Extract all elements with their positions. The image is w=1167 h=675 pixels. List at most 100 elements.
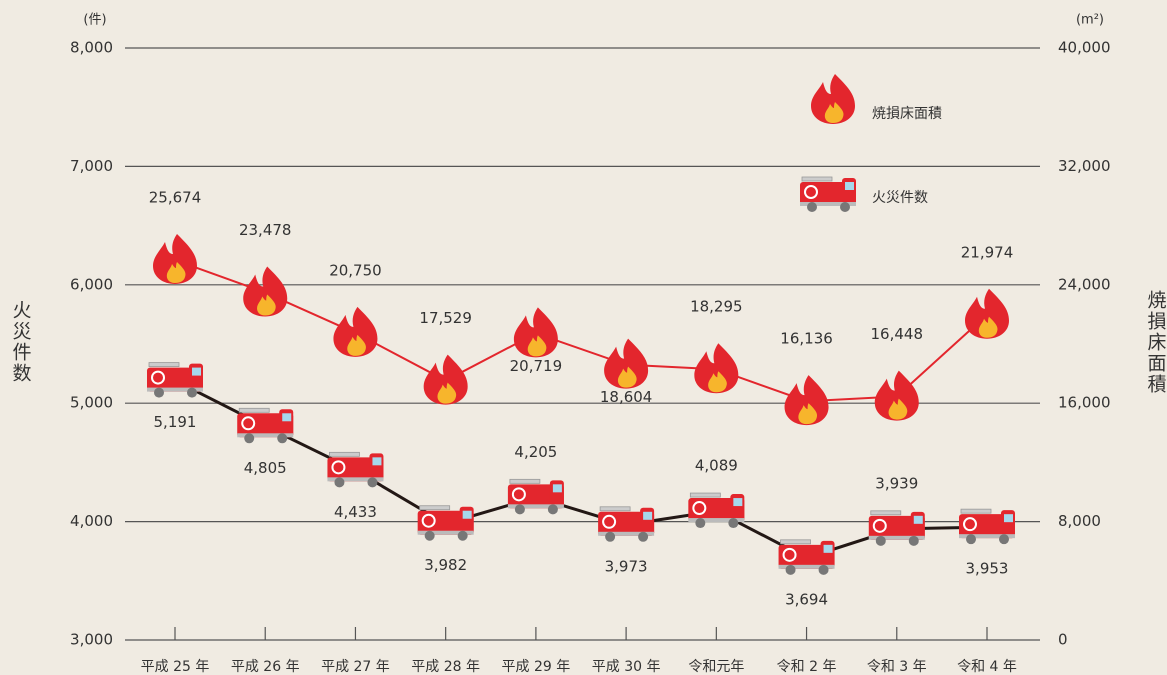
truck-hose xyxy=(511,487,526,502)
marker xyxy=(327,451,384,488)
truck-wheel xyxy=(514,504,525,515)
flame-outer xyxy=(784,375,829,426)
legend-icon xyxy=(800,176,856,212)
truck-hose xyxy=(963,517,977,532)
flame-outer xyxy=(423,354,468,405)
value-label: 3,694 xyxy=(785,590,828,608)
truck-wheel xyxy=(547,504,558,515)
truck-ladder xyxy=(509,478,541,484)
flame-inner xyxy=(798,403,818,425)
flame-outer xyxy=(811,74,855,124)
y-tick-label: 4,000 xyxy=(70,512,113,530)
truck-ladder xyxy=(780,539,811,545)
marker xyxy=(959,508,1015,545)
x-tick-label: 平成 26 年 xyxy=(231,659,300,675)
truck-window xyxy=(733,498,743,507)
truck-hose xyxy=(421,513,436,528)
marker xyxy=(513,307,558,358)
flame-outer xyxy=(243,266,288,317)
value-label: 20,719 xyxy=(510,357,563,375)
marker xyxy=(688,492,745,529)
value-label: 3,982 xyxy=(424,556,467,574)
marker xyxy=(423,354,468,405)
marker xyxy=(604,338,649,389)
value-label: 17,529 xyxy=(419,309,472,327)
flame-outer xyxy=(874,370,919,421)
truck-stripe xyxy=(237,433,294,438)
flame-outer xyxy=(513,307,558,358)
value-label: 3,953 xyxy=(966,560,1009,578)
truck-wheel xyxy=(999,534,1009,545)
value-label: 20,750 xyxy=(329,261,382,279)
truck-wheel xyxy=(638,531,649,542)
x-tick-label: 令和 3 年 xyxy=(867,659,927,675)
value-label: 16,136 xyxy=(780,330,833,348)
truck-ladder xyxy=(599,506,631,512)
y-tick-label: 3,000 xyxy=(70,631,113,649)
truck-window xyxy=(823,544,833,553)
marker xyxy=(333,306,378,357)
truck-window xyxy=(192,367,201,376)
flame-inner xyxy=(347,334,366,356)
x-tick-label: 令和 4 年 xyxy=(957,659,1017,675)
truck-hose xyxy=(804,185,818,199)
series-line xyxy=(174,259,988,403)
marker xyxy=(694,343,739,394)
flame-outer xyxy=(153,234,197,285)
flame-outer xyxy=(333,306,378,357)
marker xyxy=(874,370,919,421)
truck-hose xyxy=(782,547,797,562)
truck-wheel xyxy=(785,564,796,575)
x-tick-label: 平成 28 年 xyxy=(411,659,480,675)
value-label: 18,604 xyxy=(600,388,653,406)
legend-label: 焼損床面積 xyxy=(872,106,942,122)
y2-tick-label: 0 xyxy=(1058,631,1068,649)
truck-window xyxy=(643,511,653,520)
truck-wheel xyxy=(424,530,435,541)
marker xyxy=(147,362,203,398)
truck-wheel xyxy=(840,202,850,212)
y-tick-label: 7,000 xyxy=(70,157,113,175)
truck-stripe xyxy=(778,564,835,569)
marker xyxy=(243,266,288,317)
truck-stripe xyxy=(800,202,856,206)
y2-tick-label: 40,000 xyxy=(1058,39,1111,57)
flame-inner xyxy=(527,335,547,357)
truck-hose xyxy=(872,518,887,533)
truck-ladder xyxy=(329,451,360,457)
value-label: 3,973 xyxy=(605,557,648,575)
y2-tick-label: 8,000 xyxy=(1058,512,1101,530)
truck-ladder xyxy=(148,362,180,367)
marker xyxy=(153,234,197,285)
y2-unit: (m²) xyxy=(1076,13,1104,28)
truck-wheel xyxy=(875,535,886,546)
flame-outer xyxy=(694,343,739,394)
y2-axis-title: 焼損床面積 xyxy=(1145,290,1167,395)
value-label: 4,205 xyxy=(514,443,557,461)
truck-hose xyxy=(241,416,256,431)
truck-stripe xyxy=(598,531,655,536)
value-label: 18,295 xyxy=(690,298,743,316)
flame-inner xyxy=(437,382,457,404)
y-unit: (件) xyxy=(83,13,106,28)
marker xyxy=(507,478,564,515)
value-label: 25,674 xyxy=(149,189,202,207)
marker xyxy=(598,506,655,542)
x-tick-label: 令和元年 xyxy=(688,659,744,675)
truck-window xyxy=(462,510,472,519)
value-label: 5,191 xyxy=(154,413,197,431)
truck-wheel xyxy=(367,477,378,488)
truck-stripe xyxy=(959,534,1015,539)
truck-wheel xyxy=(908,535,919,546)
truck-ladder xyxy=(801,176,833,182)
flame-inner xyxy=(888,398,908,420)
flame-inner xyxy=(257,294,276,316)
truck-wheel xyxy=(728,518,739,529)
marker xyxy=(778,539,835,575)
truck-ladder xyxy=(238,407,270,413)
marker xyxy=(784,375,829,426)
truck-wheel xyxy=(334,477,345,488)
series-line xyxy=(174,379,988,560)
flame-inner xyxy=(824,102,844,123)
